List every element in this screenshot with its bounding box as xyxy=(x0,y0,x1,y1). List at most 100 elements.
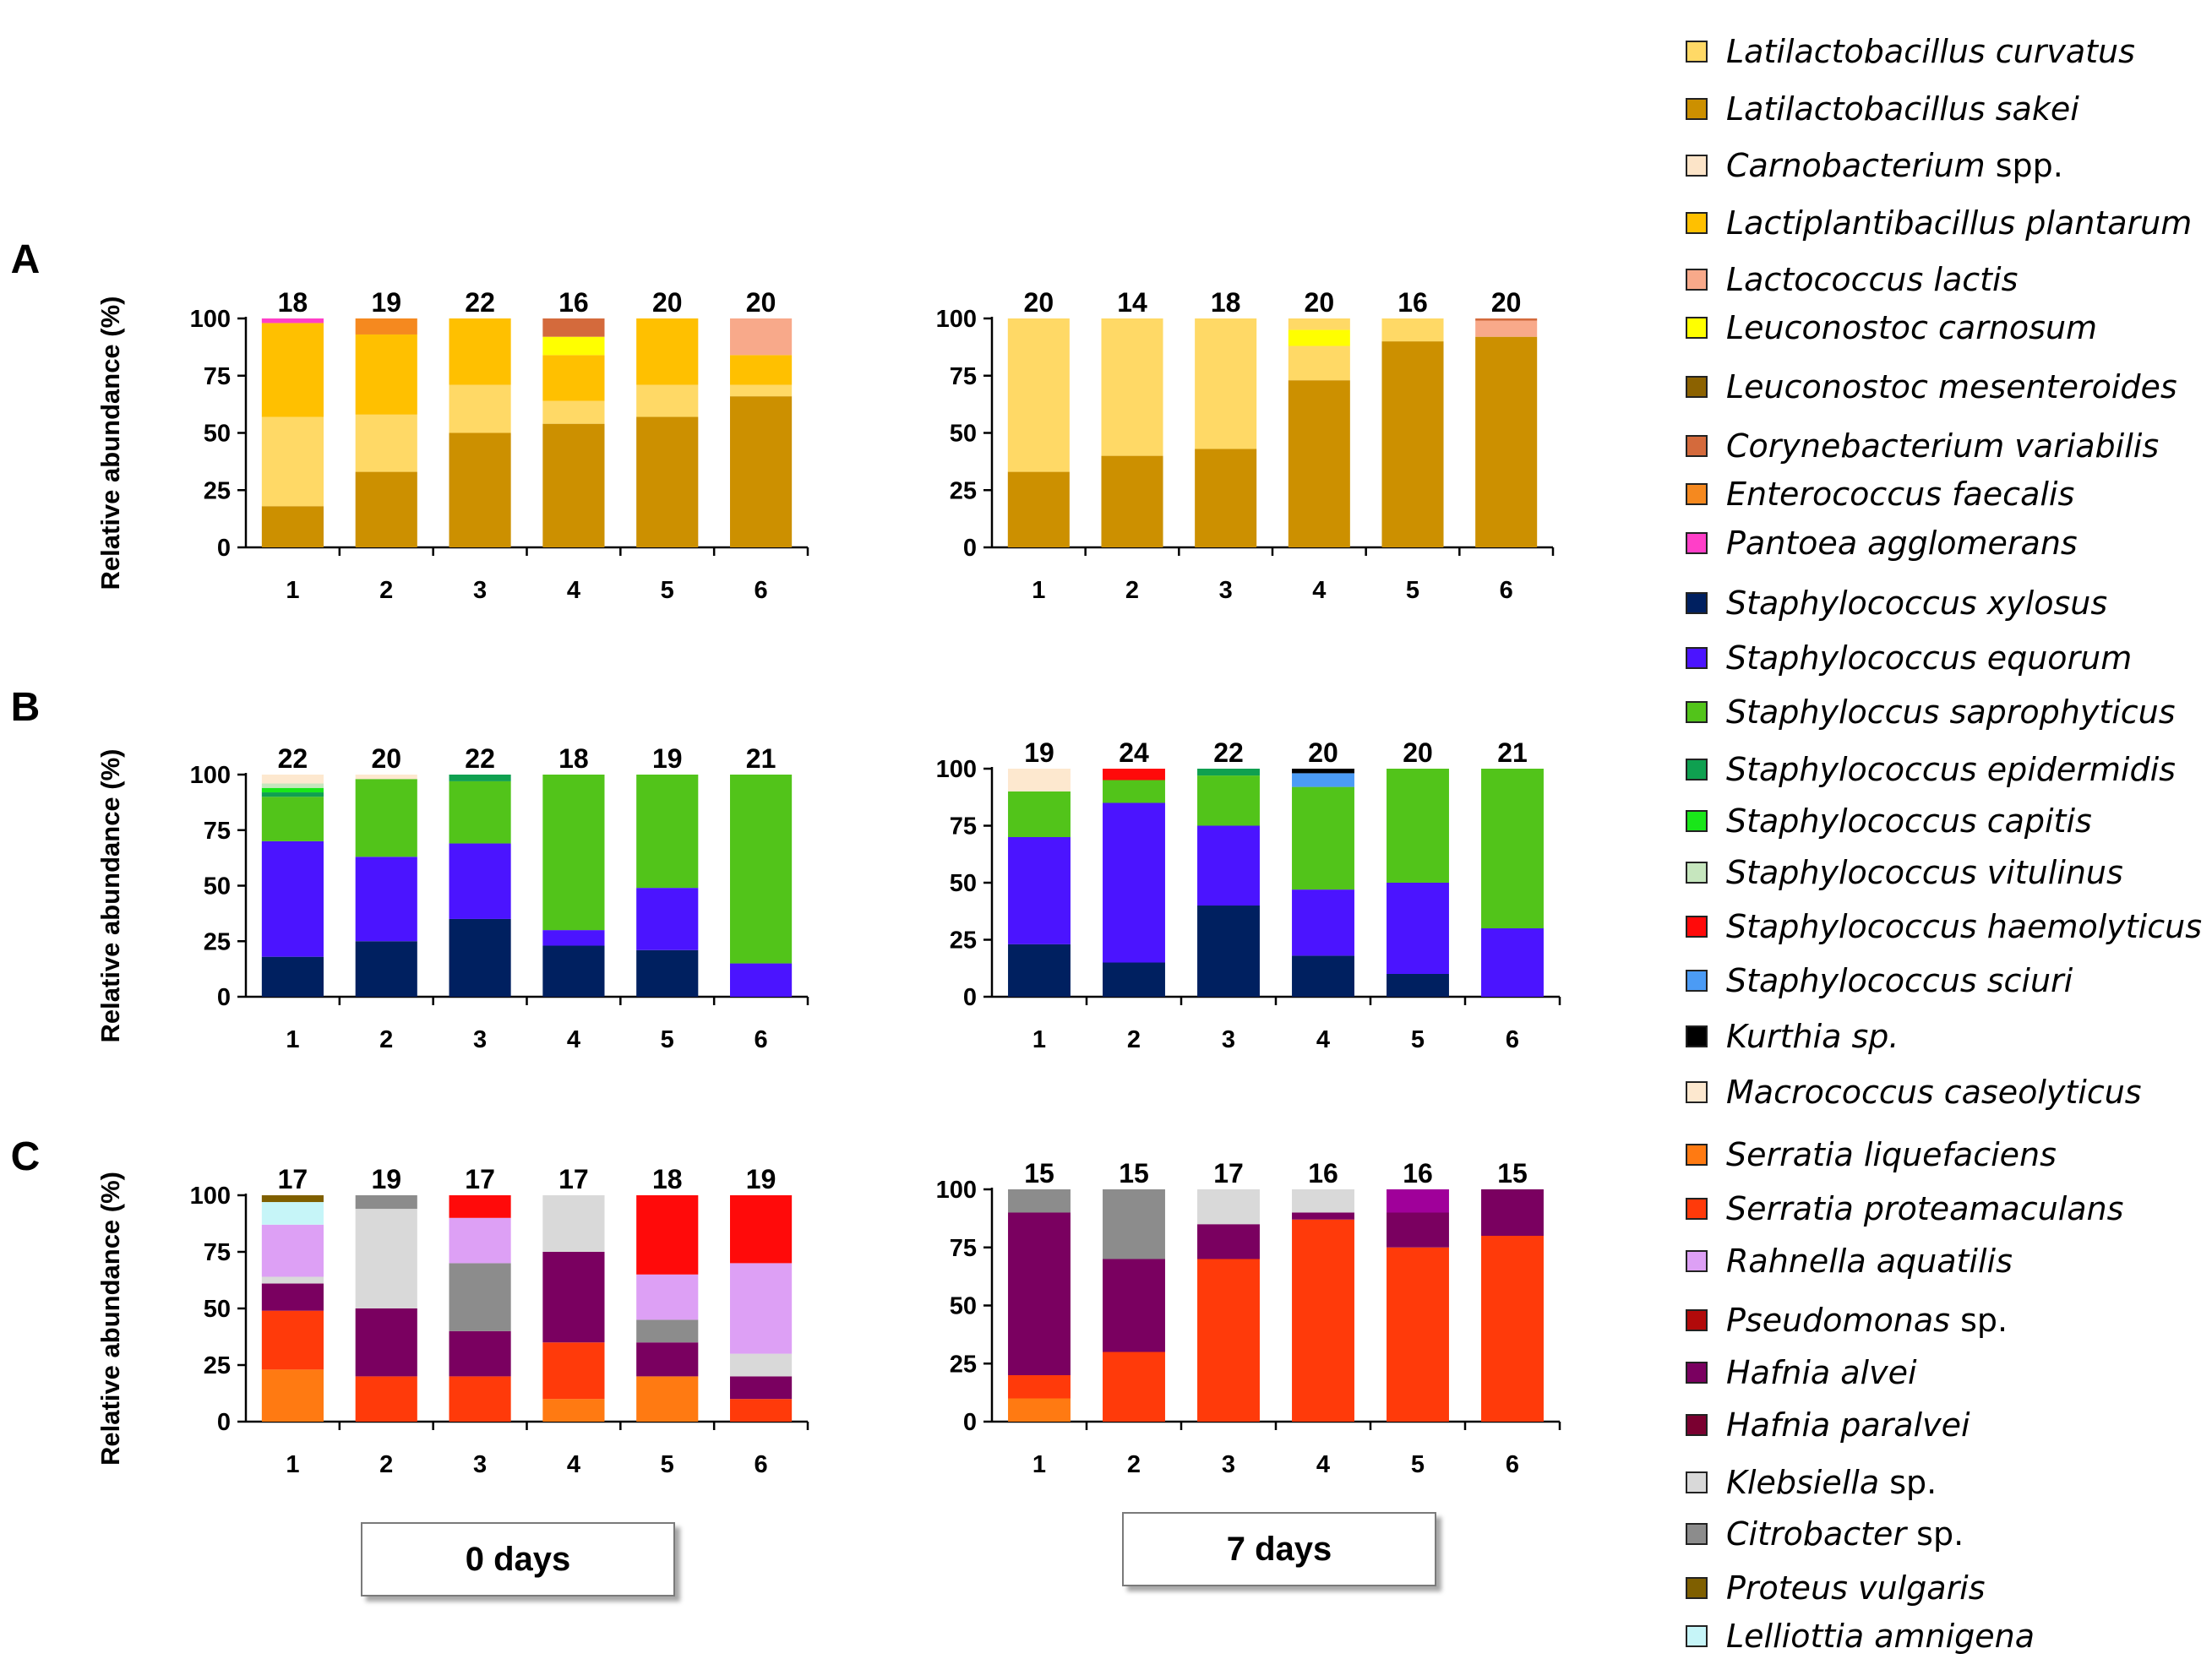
chart-c-day0-y-tick-label: 25 xyxy=(204,1352,231,1379)
chart-c-day7-bar-4-segment xyxy=(1292,1189,1354,1213)
chart-b-day7-bar-1-segment xyxy=(1008,944,1071,997)
chart-c-day0-y-tick-label: 0 xyxy=(217,1409,231,1436)
legend-label: Latilactobacillus curvatus xyxy=(1726,33,2135,70)
chart-c-day0-x-tick-label: 1 xyxy=(286,1451,299,1478)
chart-b-day0-bar-4-segment xyxy=(542,775,605,931)
chart-b-day0-bar-2-segment xyxy=(355,775,417,780)
legend-item: Staphylococcus epidermidis xyxy=(1686,748,2176,791)
chart-c-day0-bar-1-segment xyxy=(261,1283,324,1311)
chart-a-day7-isolate-count: 18 xyxy=(1211,287,1241,318)
chart-b-day7-bar-2-segment xyxy=(1103,962,1165,997)
legend-label-part: Proteus vulgaris xyxy=(1726,1569,1986,1607)
legend-label-part: Latilactobacillus sakei xyxy=(1726,90,2079,128)
chart-c-day0-x-tick-label: 5 xyxy=(661,1451,674,1478)
chart-a-day0-bar-4-segment xyxy=(542,355,605,401)
legend-label-part: Leuconostoc mesenteroides xyxy=(1726,368,2177,405)
chart-b-day7-isolate-count: 20 xyxy=(1308,737,1338,768)
chart-a-day7-bar-4-segment xyxy=(1288,345,1350,381)
chart-c-day7-bar-6-segment xyxy=(1481,1236,1544,1422)
legend-label: Pseudomonas sp. xyxy=(1726,1302,2008,1339)
chart-c-day0-isolate-count: 17 xyxy=(465,1164,495,1194)
legend-label-part: Pantoea agglomerans xyxy=(1726,525,2078,562)
chart-c-day0-bar-3-segment xyxy=(449,1330,511,1377)
legend-item: Citrobacter sp. xyxy=(1686,1513,1964,1555)
chart-b-day7-bar-1-segment xyxy=(1008,791,1071,837)
legend-swatch xyxy=(1686,317,1708,339)
chart-b-day0-x-tick-label: 2 xyxy=(379,1026,393,1053)
chart-a-day0-bar-1-segment xyxy=(261,416,324,507)
chart-a-day0-x-tick-label: 4 xyxy=(567,577,580,604)
chart-b-day7-bar-6-segment xyxy=(1481,928,1544,997)
chart-a-day0-bar-1-segment xyxy=(261,506,324,547)
legend-swatch xyxy=(1686,647,1708,669)
chart-c-day0-bar-6-segment xyxy=(730,1376,793,1400)
legend-label-part: sp. xyxy=(1906,1515,1964,1553)
chart-a-day0-bar-2-segment xyxy=(355,318,417,335)
chart-a-day0-bar-1-segment xyxy=(261,318,324,324)
legend-label: Staphylococcus capitis xyxy=(1726,802,2092,840)
chart-b-day0-x-tick-label: 3 xyxy=(473,1026,487,1053)
chart-a-day7-y-tick-label: 25 xyxy=(950,477,977,504)
chart-b-day7-isolate-count: 22 xyxy=(1213,737,1244,768)
chart-b-day0-isolate-count: 21 xyxy=(746,743,776,774)
legend-item: Macrococcus caseolyticus xyxy=(1686,1071,2142,1113)
legend-label: Serratia proteamaculans xyxy=(1726,1190,2123,1227)
chart-a-day7-x-tick-label: 6 xyxy=(1500,577,1513,604)
chart-a-day0-y-tick-label: 50 xyxy=(204,421,231,448)
chart-c-day0-bar-4-segment xyxy=(542,1195,605,1252)
chart-c-day7-bar-4-segment xyxy=(1292,1219,1354,1422)
legend-item: Lactiplantibacillus plantarum xyxy=(1686,202,2192,244)
chart-c-day7-y-tick-label: 75 xyxy=(950,1235,977,1262)
legend-swatch xyxy=(1686,592,1708,614)
chart-c-day0-bar-2-segment xyxy=(355,1308,417,1377)
chart-a-day0-bar-4-segment xyxy=(542,400,605,424)
chart-c-day7-bar-5-segment xyxy=(1387,1189,1449,1213)
legend-label: Rahnella aquatilis xyxy=(1726,1243,2013,1280)
chart-b-day7-bar-4-segment xyxy=(1292,889,1354,956)
legend-label-part: Citrobacter xyxy=(1726,1515,1907,1553)
legend-label-part: Carnobacterium xyxy=(1726,147,1986,184)
legend-label-part: Staphyloccus saprophyticus xyxy=(1726,694,2176,731)
legend-item: Serratia proteamaculans xyxy=(1686,1188,2123,1230)
legend-label: Latilactobacillus sakei xyxy=(1726,90,2079,128)
chart-a-day7-bar-4-segment xyxy=(1288,380,1350,547)
chart-a-day7-x-tick-label: 3 xyxy=(1219,577,1233,604)
chart-c-day0-bar-4-segment xyxy=(542,1252,605,1343)
legend-label-part: Leuconostoc carnosum xyxy=(1726,309,2098,346)
legend-label-part: Staphylococcus vitulinus xyxy=(1726,854,2123,891)
chart-c-day0-y-tick-label: 75 xyxy=(204,1239,231,1266)
legend-label: Macrococcus caseolyticus xyxy=(1726,1074,2142,1111)
chart-a-day0-isolate-count: 22 xyxy=(465,287,495,318)
chart-a-day7-bar-3-segment xyxy=(1195,318,1257,449)
chart-a-day0-bar-5-segment xyxy=(636,384,699,417)
chart-b-day0-bar-1-segment xyxy=(261,783,324,788)
chart-b-day7-isolate-count: 20 xyxy=(1403,737,1433,768)
chart-b-day7-bar-1-segment xyxy=(1008,837,1071,944)
chart-b-day0-bar-6-segment xyxy=(730,963,793,997)
chart-a-day7-bar-3-segment xyxy=(1195,449,1257,547)
chart-a-day0-bar-5-segment xyxy=(636,318,699,385)
chart-b-day7-bar-5-segment xyxy=(1387,974,1449,997)
chart-b-day0-bar-3-segment xyxy=(449,781,511,844)
chart-a-day0-bar-6-segment xyxy=(730,355,793,385)
chart-a-day7-y-tick-label: 0 xyxy=(963,535,977,562)
legend-swatch xyxy=(1686,1250,1708,1272)
chart-c-day7-x-tick-label: 1 xyxy=(1032,1451,1046,1478)
chart-c-day0-bar-2-segment xyxy=(355,1376,417,1422)
time-label-7-days: 7 days xyxy=(1122,1512,1436,1586)
chart-b-day0-x-tick-label: 5 xyxy=(661,1026,674,1053)
chart-c-day7-isolate-count: 17 xyxy=(1213,1158,1244,1188)
chart-b-day0-bar-5-segment xyxy=(636,888,699,950)
chart-b-day7-bar-1-segment xyxy=(1008,769,1071,791)
chart-a-day0-bar-2-segment xyxy=(355,414,417,472)
legend-label-part: Serratia proteamaculans xyxy=(1726,1190,2124,1227)
chart-a-day0-isolate-count: 20 xyxy=(652,287,683,318)
legend-label-part: Lactococcus lactis xyxy=(1726,261,2019,298)
chart-c-day7-bar-2-segment xyxy=(1103,1259,1165,1352)
chart-a-day0-y-axis-label: Relative abundance (%) xyxy=(95,296,125,590)
legend-item: Latilactobacillus sakei xyxy=(1686,88,2079,130)
legend-label-part: Klebsiella xyxy=(1726,1464,1880,1501)
chart-a-day0-x-tick-label: 6 xyxy=(755,577,768,604)
legend-label-part: Hafnia alvei xyxy=(1726,1354,1917,1391)
chart-c-day7-isolate-count: 15 xyxy=(1024,1158,1054,1188)
